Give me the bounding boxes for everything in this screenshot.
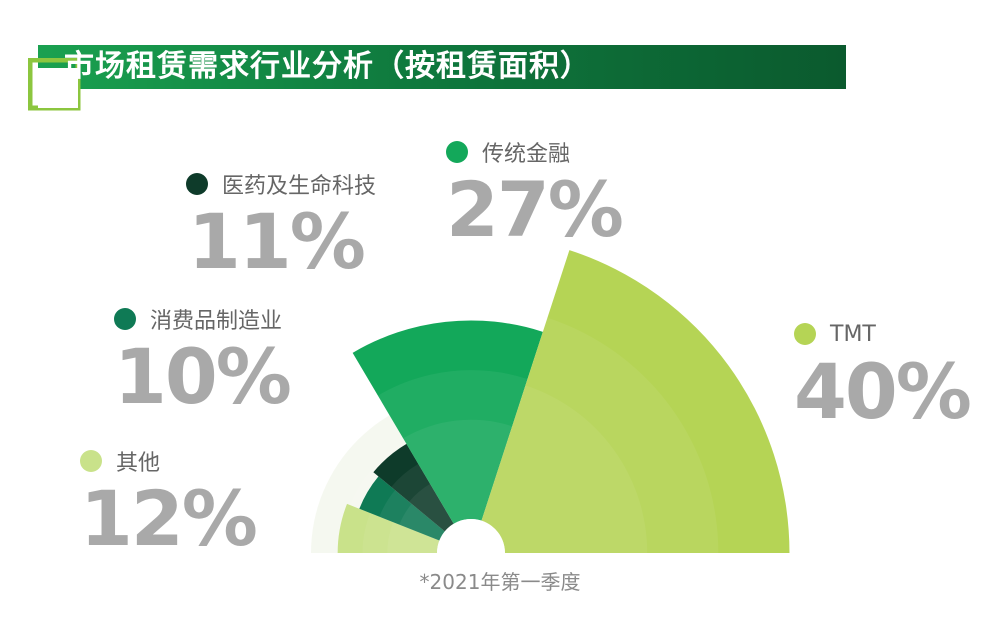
slice-shading [481,385,648,553]
pie-slice [481,250,790,553]
legend-percent: 11% [188,197,366,286]
legend-dot [114,308,136,330]
legend-percent: 27% [446,165,624,254]
legend-label: 其他 [116,451,161,476]
legend-percent: 10% [114,332,292,421]
legend-dot [186,173,208,195]
slice-shading [403,419,513,524]
slice-shading [377,370,528,524]
legend-item-tmt: TMT 40% [794,318,972,436]
legend-label: 消费品制造业 [150,309,283,334]
legend-label: 医药及生命科技 [222,174,377,199]
title-bar [38,45,846,89]
legend-label: 传统金融 [482,142,571,167]
legend-dot [446,141,468,163]
pie-slice [337,503,440,553]
slice-shading [409,483,454,532]
slice-shading [379,490,445,541]
legend-dot [80,450,102,472]
legend-percent: 40% [794,347,972,436]
slice-shading [399,503,445,541]
legend-percent: 12% [80,474,258,563]
slice-shading [362,513,440,553]
slice-shading [481,317,719,553]
legend-item-finance: 传统金融 27% [446,136,624,254]
page-title: 市场租赁需求行业分析（按租赁面积） [64,49,591,84]
slice-shading [387,522,440,553]
legend-dot [794,323,816,345]
pie-slice [373,443,454,532]
corner-decoration [28,58,81,111]
legend-item-pharma: 医药及生命科技 11% [186,168,376,282]
slice-shading [391,463,454,532]
legend-item-consumer: 消费品制造业 10% [114,303,292,421]
legend-item-other: 其他 12% [80,445,258,563]
center-hole [437,519,505,553]
footnote: *2021年第一季度 [419,570,581,594]
legend-label: TMT [830,321,876,347]
pie-slice [359,476,445,541]
pie-slice [352,320,543,524]
